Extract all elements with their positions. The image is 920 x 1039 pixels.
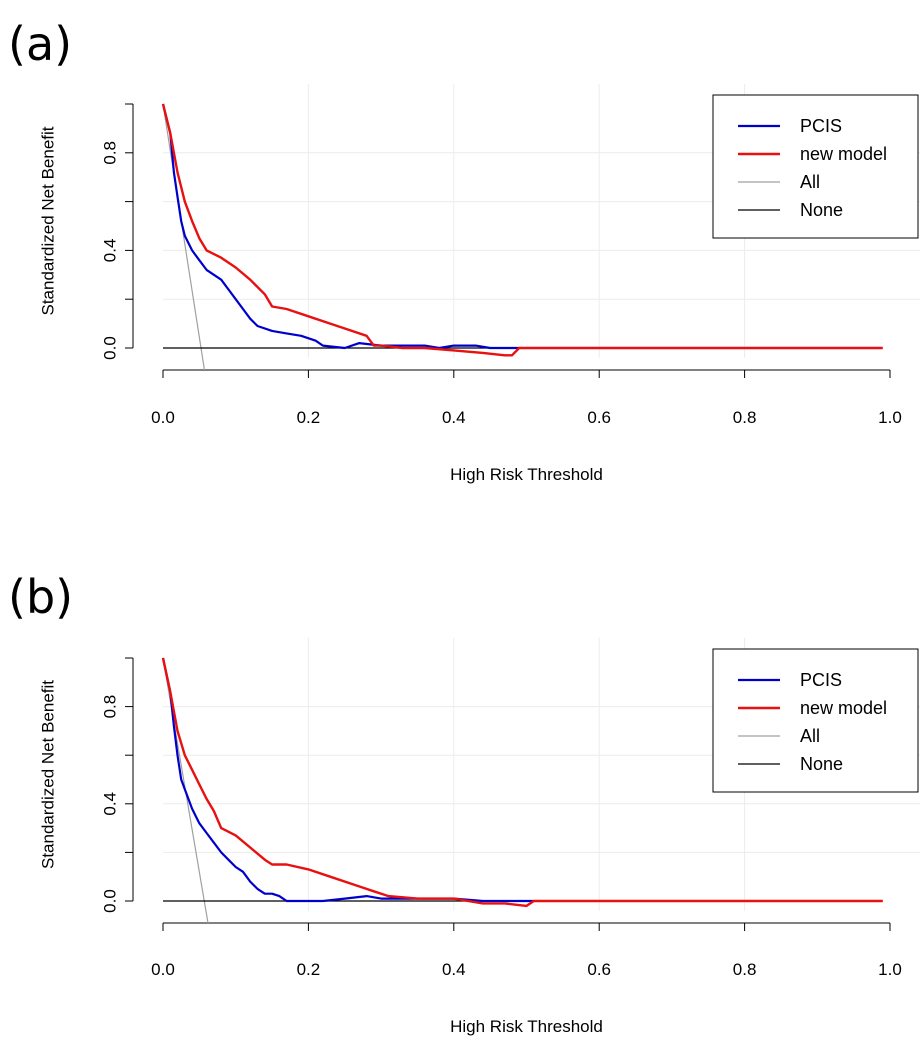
y-axis-label: Standardized Net Benefit: [39, 126, 58, 315]
y-tick-label: 0.8: [101, 695, 120, 719]
series-line-new-model: [161, 103, 883, 357]
legend-label: None: [800, 754, 843, 774]
x-tick-label: 0.6: [587, 408, 611, 427]
x-tick-label: 0.2: [297, 408, 321, 427]
legend-label: All: [800, 172, 820, 192]
y-tick-label: 0.8: [101, 141, 120, 165]
series-line-all: [162, 103, 206, 370]
x-tick-label: 0.6: [587, 960, 611, 979]
legend: PCIS new model All None: [712, 648, 919, 793]
chart-panel-b: (b) 0.0 0.4 0.8 Standardized Net Benefit 0.0 0…: [8, 570, 920, 1036]
y-tick-label: 0.4: [101, 792, 120, 816]
x-tick-label: 0.4: [442, 960, 466, 979]
legend-box: [712, 648, 919, 793]
legend-box: [712, 94, 919, 239]
x-axis-label: High Risk Threshold: [450, 1017, 603, 1036]
x-tick-label: 0.4: [442, 408, 466, 427]
legend-label: PCIS: [800, 116, 842, 136]
x-axis-label: High Risk Threshold: [450, 465, 603, 484]
x-tick-label: 0.0: [151, 408, 175, 427]
chart-panel-a: (a) 0.0 0.4 0.8 Standardized Net Benefit 0.0 0…: [8, 17, 920, 484]
x-tick-label: 1.0: [878, 960, 902, 979]
legend-label: new model: [800, 698, 887, 718]
legend-label: PCIS: [800, 670, 842, 690]
x-tick-label: 0.0: [151, 960, 175, 979]
legend: PCIS new model All None: [712, 94, 919, 239]
series-line-new-model: [161, 657, 883, 908]
x-tick-label: 0.2: [297, 960, 321, 979]
legend-label: All: [800, 726, 820, 746]
y-tick-label: 0.0: [101, 889, 120, 913]
panel-label: (b): [8, 570, 73, 624]
series-line-pcis: [161, 657, 534, 903]
x-tick-label: 1.0: [878, 408, 902, 427]
y-tick-label: 0.0: [101, 336, 120, 360]
x-tick-label: 0.8: [733, 960, 757, 979]
series-line-pcis: [161, 103, 520, 350]
y-axis-label: Standardized Net Benefit: [39, 680, 58, 869]
y-tick-label: 0.4: [101, 239, 120, 263]
legend-label: None: [800, 200, 843, 220]
legend-label: new model: [800, 144, 887, 164]
x-tick-label: 0.8: [733, 408, 757, 427]
panel-label: (a): [8, 17, 72, 71]
